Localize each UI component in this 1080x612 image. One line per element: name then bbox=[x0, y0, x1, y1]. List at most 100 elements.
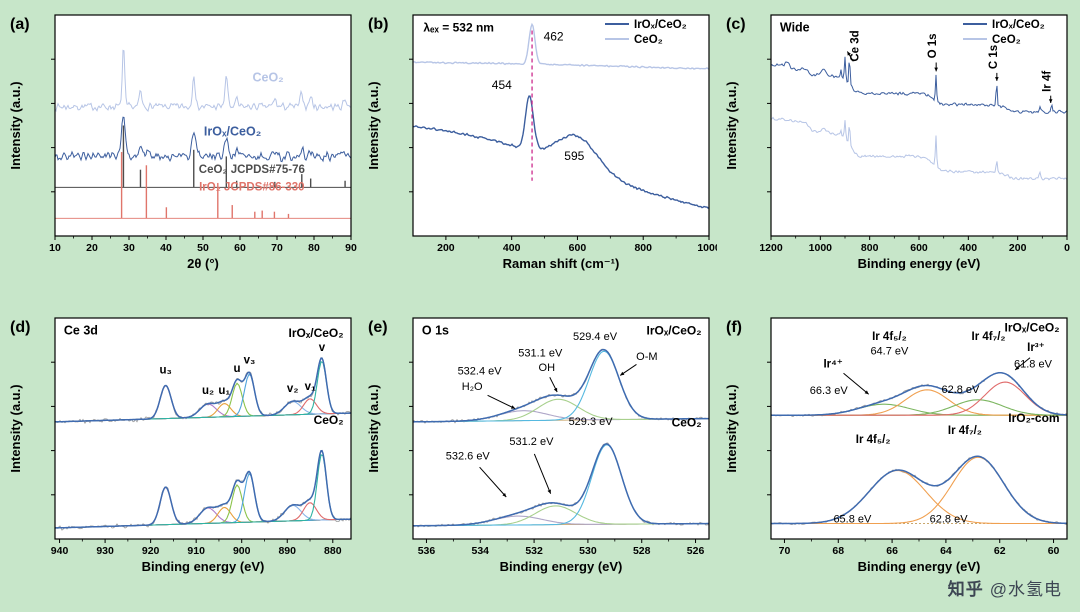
panel-e-x-axis: 536 534 532 530 528 526 bbox=[418, 539, 704, 557]
panel-e-annotation-5: H₂O bbox=[462, 381, 483, 393]
svg-text:70: 70 bbox=[271, 242, 283, 254]
panel-f-annotation-12: IrOₓ/CeO₂ bbox=[1005, 320, 1060, 334]
panel-d-annotation-7: v bbox=[319, 342, 326, 354]
panel-c-annotation-3: Ir 4f bbox=[1042, 71, 1054, 92]
panel-c-legend-item-0: IrOₓ/CeO₂ bbox=[963, 19, 1045, 31]
panel-f-annotation-8: Ir 4f₅/₂ bbox=[856, 434, 891, 446]
panel-e-xlabel: Binding energy (eV) bbox=[500, 559, 623, 574]
panel-f-annotation-2: Ir 4f₇/₂ bbox=[972, 331, 1006, 343]
watermark-handle: @水氢电 bbox=[989, 580, 1062, 599]
panel-e-annotation-1: O-M bbox=[636, 351, 657, 363]
svg-text:30: 30 bbox=[123, 242, 135, 254]
panel-b-annotation-0: λₑₓ = 532 nm bbox=[423, 21, 494, 35]
svg-text:62: 62 bbox=[994, 545, 1006, 557]
svg-text:1000: 1000 bbox=[809, 242, 833, 254]
panel-f-annotation-7: 62.8 eV bbox=[941, 384, 980, 396]
panel-c-figure: 1200 1000 800 600 400 200 0 Binding energy (eV)… bbox=[724, 14, 1070, 271]
panel-f-y-axis bbox=[767, 361, 771, 496]
panel-f-annotation-9: Ir 4f₇/₂ bbox=[948, 425, 982, 437]
panel-c-annotation-0: Ce 3d bbox=[849, 30, 861, 61]
panel-a-plot-area bbox=[55, 15, 351, 236]
panel-e-series-0 bbox=[412, 348, 710, 424]
watermark-brand: 知乎 bbox=[947, 580, 984, 599]
panel-e-arrow-0 bbox=[619, 363, 637, 376]
svg-text:90: 90 bbox=[345, 242, 357, 254]
panel-c-legend-item-1: CeO₂ bbox=[963, 34, 1021, 46]
svg-text:64: 64 bbox=[940, 545, 952, 557]
panel-b-series-1 bbox=[412, 22, 710, 70]
panel-f-annotation-5: Ir⁴⁺ bbox=[823, 359, 842, 371]
panel-c-series-1 bbox=[770, 56, 1068, 114]
panel-b-plot-area bbox=[413, 15, 709, 236]
panel-a-annotation-1: IrOₓ/CeO₂ bbox=[204, 124, 261, 138]
svg-text:70: 70 bbox=[779, 545, 791, 557]
panel-a-series-2 bbox=[55, 125, 351, 188]
panel-e-annotation-2: 531.1 eV bbox=[518, 348, 563, 360]
panel-c-label: (c) bbox=[726, 16, 746, 33]
panel-b-frame bbox=[412, 14, 710, 237]
panel-e-envelope-1 bbox=[413, 443, 709, 527]
panel-e-annotation-8: 532.6 eV bbox=[446, 450, 491, 462]
svg-text:40: 40 bbox=[160, 242, 172, 254]
panel-f-figure: 70 68 66 64 62 60 Binding energy (eV) Intensity… bbox=[724, 317, 1068, 574]
panel-f-annotation-1: 64.7 eV bbox=[870, 345, 909, 357]
panel-f-label: (f) bbox=[726, 319, 742, 336]
panel-b: 200 400 600 800 1000 Raman shift (cm⁻¹) Intens… bbox=[363, 5, 717, 304]
svg-text:910: 910 bbox=[187, 545, 205, 557]
panel-e-arrow-1 bbox=[549, 377, 558, 393]
panel-d-title: Ce 3d bbox=[64, 324, 98, 338]
panel-a-xlabel: 2θ (°) bbox=[187, 256, 219, 271]
panel-b-ylabel: Intensity (a.u.) bbox=[366, 81, 381, 169]
svg-text:532: 532 bbox=[525, 545, 543, 557]
panel-c-annotation-2: C 1s bbox=[988, 45, 1000, 69]
panel-d-frame bbox=[54, 317, 352, 540]
svg-text:536: 536 bbox=[418, 545, 436, 557]
panel-a-series-0 bbox=[54, 49, 352, 113]
svg-text:600: 600 bbox=[569, 242, 587, 254]
panel-f-plot-area bbox=[771, 318, 1067, 539]
panel-c-plot-area bbox=[771, 15, 1067, 236]
panel-f-annotation-0: Ir 4f₅/₂ bbox=[872, 331, 907, 343]
svg-text:10: 10 bbox=[49, 242, 61, 254]
panel-d-xlabel: Binding energy (eV) bbox=[142, 559, 265, 574]
panel-d-envelope-0 bbox=[54, 357, 352, 423]
panel-f-annotation-6: 66.3 eV bbox=[810, 385, 849, 397]
panel-a-annotation-2: CeO₂ JCPDS#75-76 bbox=[199, 164, 305, 176]
panel-d-annotation-1: u₂ bbox=[202, 385, 214, 397]
svg-text:60: 60 bbox=[234, 242, 246, 254]
svg-text:534: 534 bbox=[472, 545, 490, 557]
panel-d-label: (d) bbox=[10, 319, 30, 336]
svg-text:920: 920 bbox=[142, 545, 160, 557]
svg-text:1000: 1000 bbox=[697, 242, 717, 254]
panel-b-x-axis: 200 400 600 800 1000 bbox=[437, 236, 717, 254]
panel-f-series-1 bbox=[770, 455, 1068, 526]
panel-a-series-1 bbox=[54, 116, 352, 163]
panel-c-x-axis: 1200 1000 800 600 400 200 0 bbox=[759, 236, 1070, 254]
svg-text:528: 528 bbox=[633, 545, 651, 557]
svg-text:68: 68 bbox=[832, 545, 844, 557]
panel-b-legend-item-1: CeO₂ bbox=[605, 34, 663, 46]
panel-e-arrow-3 bbox=[533, 453, 552, 494]
panel-d-plot-area bbox=[55, 318, 351, 539]
panel-e-envelope-0 bbox=[413, 348, 709, 423]
panel-f-xlabel: Binding energy (eV) bbox=[858, 559, 981, 574]
panel-c-y-axis bbox=[767, 58, 771, 193]
panel-a-series-3 bbox=[55, 152, 351, 219]
panel-c-ylabel: Intensity (a.u.) bbox=[724, 81, 739, 169]
panel-a: 10 20 30 40 50 60 70 80 90 2θ (°) Intensity (a.u.)… bbox=[5, 5, 359, 304]
panel-e-label: (e) bbox=[368, 319, 388, 336]
panel-f-annotation-3: Ir³⁺ bbox=[1027, 342, 1045, 354]
panel-e-annotation-7: 531.2 eV bbox=[509, 436, 554, 448]
panel-e-annotation-3: OH bbox=[539, 362, 556, 374]
panel-f-arrow-1 bbox=[1014, 357, 1031, 371]
watermark: 知乎 @水氢电 bbox=[948, 575, 1062, 600]
panel-d-annotation-4: v₃ bbox=[244, 354, 256, 366]
panel-e-annotation-9: IrOₓ/CeO₂ bbox=[647, 324, 702, 338]
panel-d-raw-1 bbox=[54, 451, 352, 531]
panel-d-ylabel: Intensity (a.u.) bbox=[8, 384, 23, 472]
panel-d-annotation-6: v₁ bbox=[305, 381, 316, 393]
panel-d-series-0 bbox=[54, 357, 352, 424]
panel-d-raw-0 bbox=[54, 357, 352, 424]
panel-b-series-0 bbox=[412, 95, 709, 209]
panel-e-annotation-10: CeO₂ bbox=[672, 415, 702, 429]
